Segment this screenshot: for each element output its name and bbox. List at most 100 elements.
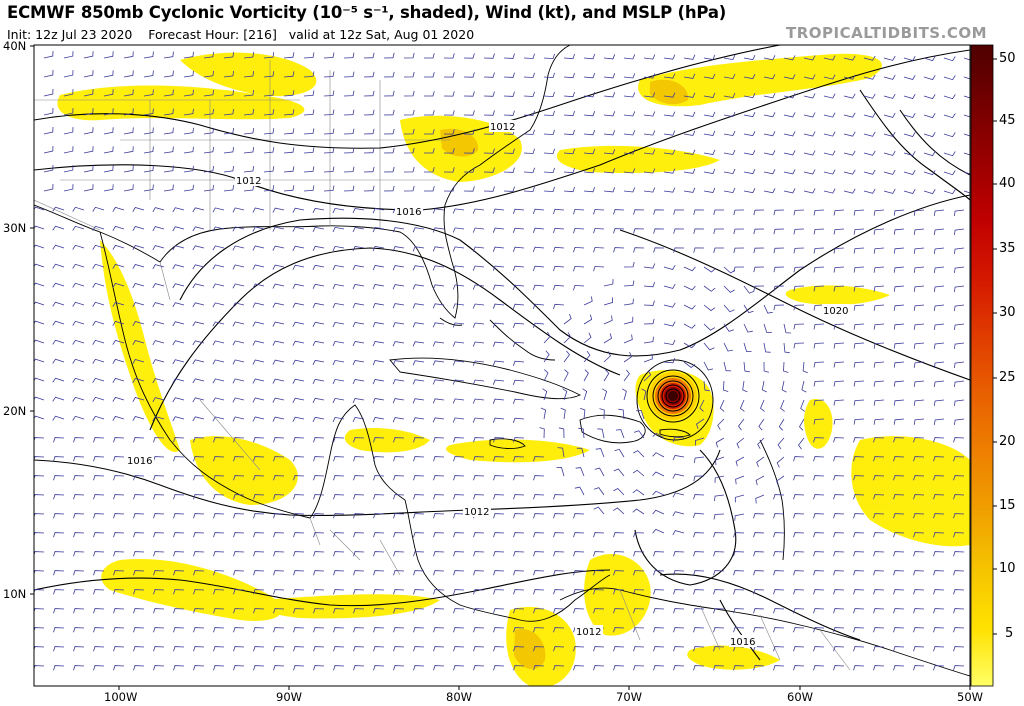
- wind-barb: [452, 303, 465, 309]
- wind-barb: [453, 494, 465, 500]
- wind-barb: [452, 246, 465, 252]
- wind-barb: [773, 589, 785, 595]
- wind-barb: [523, 110, 535, 116]
- wind-barb: [583, 167, 596, 174]
- wind-barb: [923, 94, 936, 100]
- wind-barb: [292, 378, 305, 384]
- wind-barb: [543, 129, 555, 136]
- wind-barb: [753, 532, 765, 538]
- wind-barb: [273, 646, 285, 652]
- wind-barb: [713, 532, 725, 538]
- wind-barb: [34, 551, 45, 557]
- wind-barb: [523, 91, 535, 97]
- wind-barb: [813, 323, 825, 330]
- wind-barb: [613, 468, 625, 477]
- wind-barb: [313, 627, 325, 633]
- wind-barb: [492, 265, 505, 271]
- wind-barb: [623, 73, 636, 79]
- wind-barb: [183, 108, 194, 116]
- wind-barb: [223, 108, 234, 116]
- wind-barb: [53, 608, 65, 614]
- wind-barb: [123, 108, 134, 116]
- wind-barb: [783, 150, 796, 156]
- wind-barb: [512, 246, 525, 252]
- wind-barb: [103, 51, 114, 59]
- wind-barb: [873, 494, 885, 500]
- wind-barb: [913, 627, 925, 633]
- wind-barb: [723, 92, 736, 99]
- wind-barb: [263, 52, 275, 59]
- wind-barb: [512, 303, 525, 309]
- wind-barb: [52, 396, 65, 402]
- wind-barb: [463, 53, 475, 59]
- wind-barb: [523, 53, 535, 59]
- wind-barb: [893, 228, 905, 235]
- wind-barb: [333, 608, 345, 614]
- wind-barb: [73, 513, 85, 519]
- wind-barb: [34, 282, 45, 287]
- wind-barb: [372, 322, 385, 328]
- wind-barb: [633, 430, 645, 439]
- wind-barb: [763, 188, 776, 194]
- wind-barb: [893, 247, 905, 254]
- wind-barb: [733, 532, 745, 538]
- wind-barb: [743, 188, 756, 194]
- wind-barb: [703, 266, 716, 273]
- wind-barb: [293, 589, 305, 595]
- wind-barb: [734, 513, 745, 521]
- wind-barb: [412, 379, 425, 385]
- wind-barb: [93, 665, 105, 671]
- wind-barb: [723, 111, 736, 118]
- wind-barb: [743, 361, 750, 373]
- wind-barb: [53, 494, 65, 500]
- wind-barb: [233, 494, 245, 500]
- wind-barb: [563, 72, 575, 79]
- wind-barb: [213, 532, 225, 538]
- wind-barb: [893, 437, 905, 443]
- wind-barb: [433, 646, 445, 652]
- wind-barb: [683, 168, 696, 174]
- wind-barb: [553, 665, 565, 671]
- wind-barb: [813, 646, 825, 652]
- wind-barb: [943, 94, 956, 100]
- wind-barb: [92, 206, 105, 212]
- wind-barb: [953, 494, 965, 500]
- wind-barb: [243, 147, 255, 154]
- wind-barb: [755, 494, 765, 504]
- wind-barb: [513, 513, 525, 519]
- wind-barb: [152, 359, 165, 365]
- wind-barb: [743, 131, 756, 137]
- wind-barb: [533, 532, 545, 538]
- wind-barb: [112, 320, 125, 326]
- wind-barb: [163, 108, 174, 116]
- wind-barb: [553, 494, 565, 500]
- wind-barb: [753, 266, 765, 273]
- wind-barb: [253, 608, 265, 614]
- wind-barb: [783, 169, 796, 175]
- wind-barb: [756, 456, 765, 468]
- wind-barb: [563, 332, 572, 344]
- wind-barb: [443, 53, 455, 59]
- wind-barb: [463, 129, 475, 135]
- wind-barb: [453, 608, 465, 614]
- wind-barb: [873, 456, 885, 462]
- wind-barb: [553, 608, 565, 614]
- wind-barb: [343, 166, 355, 173]
- wind-barb: [593, 665, 605, 671]
- wind-barb: [913, 285, 925, 292]
- wind-barb: [813, 228, 825, 235]
- wind-barb: [93, 475, 105, 481]
- wind-barb: [343, 185, 355, 192]
- wind-barb: [53, 513, 65, 519]
- wind-barb: [153, 589, 165, 595]
- wind-barb: [583, 369, 589, 382]
- wind-barb: [132, 378, 145, 384]
- wind-barb: [653, 665, 665, 671]
- wind-barb: [193, 665, 205, 671]
- wind-barb: [393, 608, 405, 614]
- wind-barb: [393, 646, 405, 652]
- wind-barb: [863, 55, 876, 61]
- wind-barb: [293, 608, 305, 614]
- wind-barb: [633, 450, 645, 458]
- wind-barb: [492, 398, 505, 404]
